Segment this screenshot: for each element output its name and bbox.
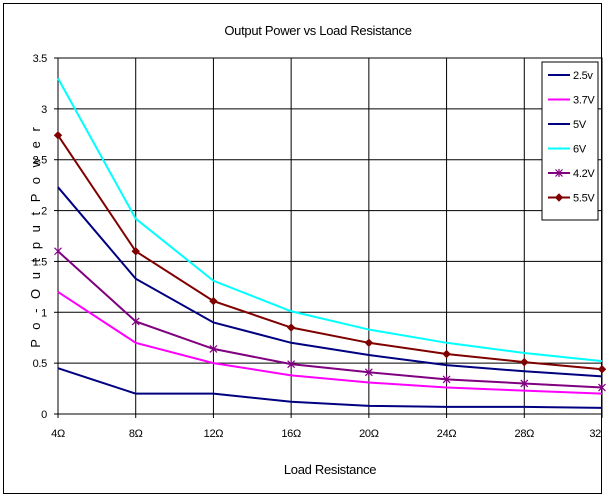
series-3-7v	[57, 291, 603, 395]
y-tick-label: 1.5	[33, 256, 48, 268]
x-tick-label: 32	[589, 428, 601, 440]
data-point-marker	[442, 375, 451, 384]
data-point-marker	[53, 131, 63, 140]
series-6v	[57, 77, 603, 363]
x-tick-label: 8Ω	[129, 428, 143, 440]
data-point-marker	[364, 368, 373, 377]
data-point-marker	[597, 365, 606, 374]
y-tick-label: 3	[41, 104, 47, 116]
data-series	[53, 77, 606, 409]
series-line	[57, 186, 603, 378]
series-line	[57, 134, 603, 371]
data-point-marker	[287, 360, 296, 369]
legend: 2.5v 3.7V 5V 6V 4.2V 5.5V	[541, 61, 599, 221]
data-point-marker	[131, 247, 140, 256]
legend-item: 2.5v	[548, 70, 594, 82]
data-point-marker	[209, 296, 218, 306]
series-line	[57, 291, 603, 395]
chart-title: Output Power vs Load Resistance	[224, 23, 411, 38]
series-5-5v	[53, 131, 606, 374]
legend-label: 3.7V	[573, 95, 595, 107]
legend-marker	[554, 193, 564, 202]
legend-label: 6V	[573, 144, 587, 156]
x-tick-label: 24Ω	[437, 428, 457, 440]
legend-item: 5.5V	[548, 193, 596, 205]
series-2-5v	[57, 367, 603, 409]
x-tick-labels: 4Ω 8Ω 12Ω 16Ω 20Ω 24Ω 28Ω 32	[51, 414, 603, 440]
x-tick-label: 4Ω	[51, 428, 65, 440]
data-point-marker	[209, 344, 218, 353]
legend-item: 4.2V	[548, 168, 596, 180]
legend-item: 6V	[548, 144, 587, 156]
x-tick-label: 12Ω	[204, 428, 224, 440]
y-tick-label: 1	[41, 307, 47, 319]
y-tick-label: 0.5	[33, 358, 48, 370]
x-tick-label: 20Ω	[359, 428, 379, 440]
legend-label: 4.2V	[573, 168, 595, 180]
x-tick-label: 16Ω	[281, 428, 301, 440]
y-tick-label: 2.5	[33, 155, 48, 167]
legend-item: 3.7V	[548, 95, 596, 107]
x-axis-title: Load Resistance	[284, 462, 376, 477]
legend-label: 2.5v	[573, 70, 593, 82]
data-point-marker	[54, 247, 62, 256]
data-point-marker	[520, 379, 529, 388]
series-line	[57, 367, 603, 409]
data-point-marker	[520, 357, 529, 367]
data-point-marker	[364, 338, 374, 348]
legend-item: 5V	[548, 119, 587, 131]
data-point-marker	[598, 383, 606, 392]
y-tick-label: 2	[41, 206, 47, 218]
x-tick-label: 28Ω	[515, 428, 535, 440]
y-tick-label: 0	[41, 409, 47, 421]
y-tick-label: 3.5	[33, 53, 48, 65]
plot-area	[57, 57, 603, 415]
data-point-marker	[131, 317, 140, 326]
chart-frame	[3, 3, 602, 494]
series-5v	[57, 186, 603, 378]
series-4-2v	[54, 247, 606, 392]
y-axis-title: P o - O u t p u t P o w e r	[28, 124, 43, 348]
legend-marker	[555, 169, 563, 177]
data-point-marker	[442, 349, 451, 359]
legend-label: 5.5V	[573, 193, 595, 205]
grid-lines	[58, 58, 603, 414]
series-line	[57, 250, 603, 389]
data-point-marker	[286, 323, 296, 332]
y-tick-labels: 0 0.5 1 1.5 2 2.5 3 3.5	[33, 53, 58, 421]
series-line	[57, 77, 603, 363]
legend-label: 5V	[573, 119, 587, 131]
legend-box	[541, 61, 599, 221]
